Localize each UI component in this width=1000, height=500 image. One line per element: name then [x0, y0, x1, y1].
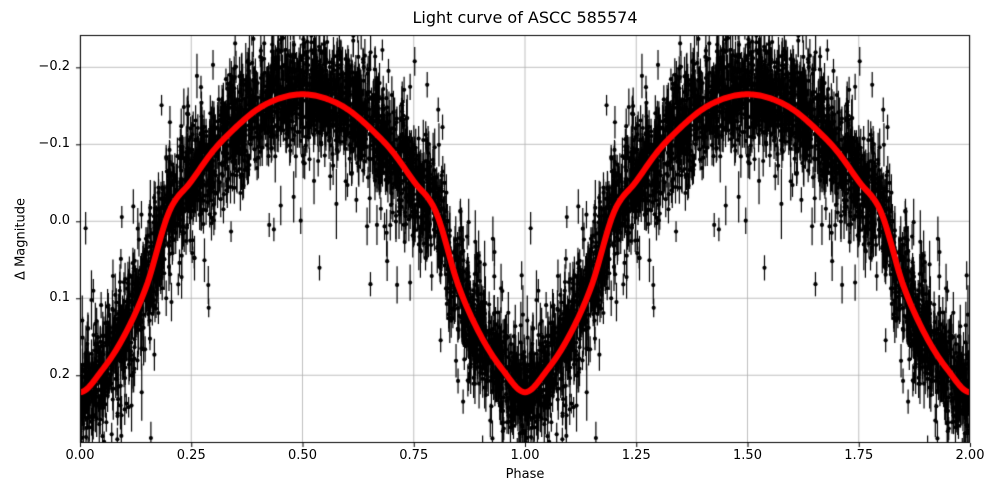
x-tick-label: 0.50	[288, 448, 317, 463]
x-tick-label: 1.00	[510, 448, 540, 463]
x-tick-label: 2.00	[955, 448, 985, 463]
x-tick-label: 1.75	[844, 448, 874, 463]
y-tick-label: −0.1	[38, 136, 70, 152]
x-tick-label: 0.75	[399, 448, 429, 463]
x-tick-label: 1.25	[621, 448, 651, 463]
x-tick-label: 0.00	[65, 448, 95, 463]
y-tick-label: 0.0	[49, 213, 70, 229]
y-tick-label: 0.2	[49, 367, 70, 383]
chart-title: Light curve of ASCC 585574	[412, 8, 638, 27]
y-tick-label: 0.1	[49, 290, 70, 306]
x-tick-label: 0.25	[176, 448, 206, 463]
y-tick-label: −0.2	[38, 59, 70, 75]
y-axis-label: Δ Magnitude	[13, 198, 29, 280]
x-tick-label: 1.50	[733, 448, 762, 463]
x-axis-label: Phase	[505, 467, 545, 482]
